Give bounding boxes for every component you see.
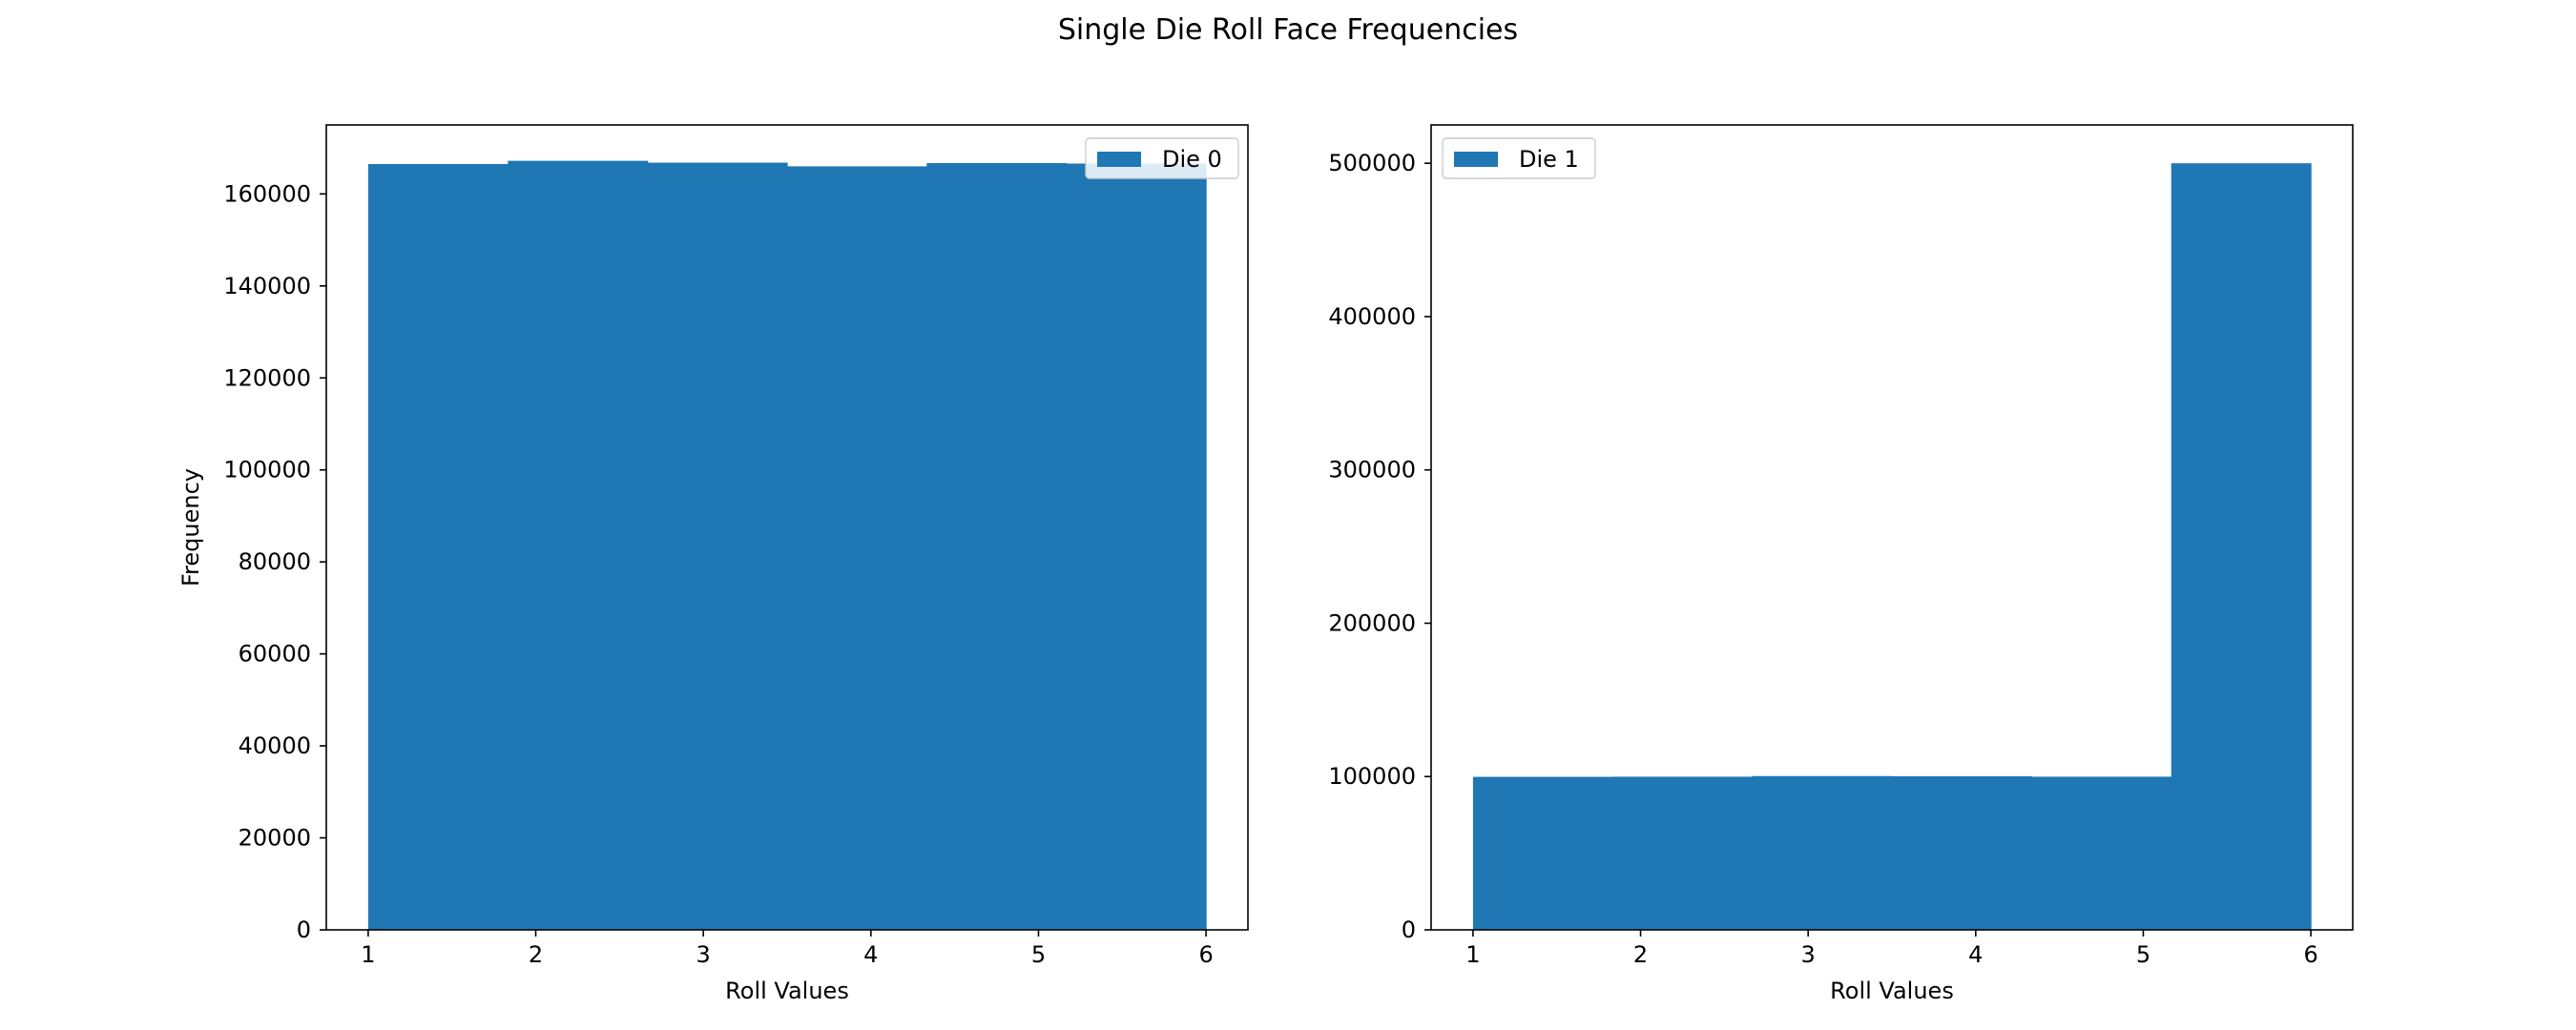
y-axis-ticks: 0 20000 40000 60000 80000 100000 120000 140000 1… xyxy=(223,180,326,943)
y-tick-label: 20000 xyxy=(239,825,311,852)
legend-swatch xyxy=(1097,152,1141,167)
legend-swatch xyxy=(1454,152,1498,167)
x-tick-label: 6 xyxy=(2303,941,2317,968)
legend: Die 1 xyxy=(1442,137,1596,179)
figure-title: Single Die Roll Face Frequencies xyxy=(1057,13,1519,47)
histogram-bar xyxy=(1472,776,1613,930)
histogram-bar xyxy=(647,162,788,930)
x-tick-label: 4 xyxy=(863,941,878,968)
histogram-bar xyxy=(2031,776,2172,930)
histogram-bar xyxy=(1892,775,2032,930)
y-tick-label: 120000 xyxy=(223,364,311,391)
y-tick-label: 400000 xyxy=(1328,303,1416,330)
x-tick-label: 5 xyxy=(1031,941,1046,968)
histogram-bar xyxy=(1752,775,1893,930)
legend: Die 0 xyxy=(1085,137,1239,179)
y-tick-label: 300000 xyxy=(1328,457,1416,484)
x-axis-label: Roll Values xyxy=(725,978,849,1004)
y-tick-label: 80000 xyxy=(239,548,311,575)
x-tick-label: 4 xyxy=(1968,941,1983,968)
x-tick-label: 3 xyxy=(696,941,711,968)
histogram-bar xyxy=(1612,776,1754,930)
bars xyxy=(367,160,1207,931)
axes-frame xyxy=(1430,124,2354,931)
x-tick-label: 1 xyxy=(1465,941,1480,968)
x-tick-label: 5 xyxy=(2136,941,2150,968)
legend-box xyxy=(1085,137,1239,179)
y-tick-label: 160000 xyxy=(223,180,311,207)
legend-label: Die 0 xyxy=(1162,146,1222,173)
y-tick-label: 0 xyxy=(1402,917,1416,943)
y-tick-label: 0 xyxy=(297,917,311,943)
histogram-bar xyxy=(367,163,509,931)
y-tick-label: 200000 xyxy=(1328,609,1416,636)
x-tick-label: 6 xyxy=(1198,941,1213,968)
x-axis-ticks: 1 2 3 4 5 6 xyxy=(361,930,1214,968)
x-tick-label: 2 xyxy=(529,941,543,968)
histogram-bar xyxy=(508,160,649,930)
y-axis-label: Frequency xyxy=(177,468,204,587)
axes-frame xyxy=(325,124,1249,931)
y-tick-label: 140000 xyxy=(223,273,311,299)
y-tick-label: 100000 xyxy=(1328,763,1416,790)
x-tick-label: 3 xyxy=(1801,941,1816,968)
bars xyxy=(1472,163,2312,930)
x-tick-label: 1 xyxy=(361,941,375,968)
histogram-bar xyxy=(787,166,927,931)
y-axis-ticks: 0 100000 200000 300000 400000 500000 xyxy=(1328,150,1431,943)
legend-label: Die 1 xyxy=(1519,146,1579,173)
y-tick-label: 100000 xyxy=(223,457,311,484)
x-tick-label: 2 xyxy=(1633,941,1648,968)
x-axis-label: Roll Values xyxy=(1830,978,1954,1004)
histogram-bar xyxy=(1066,163,1207,931)
histogram-bar xyxy=(2171,163,2312,930)
histogram-bar xyxy=(926,163,1068,930)
y-tick-label: 500000 xyxy=(1328,150,1416,176)
y-tick-label: 40000 xyxy=(239,732,311,759)
legend-box xyxy=(1442,137,1596,179)
y-tick-label: 60000 xyxy=(239,641,311,668)
x-axis-ticks: 1 2 3 4 5 6 xyxy=(1465,930,2318,968)
